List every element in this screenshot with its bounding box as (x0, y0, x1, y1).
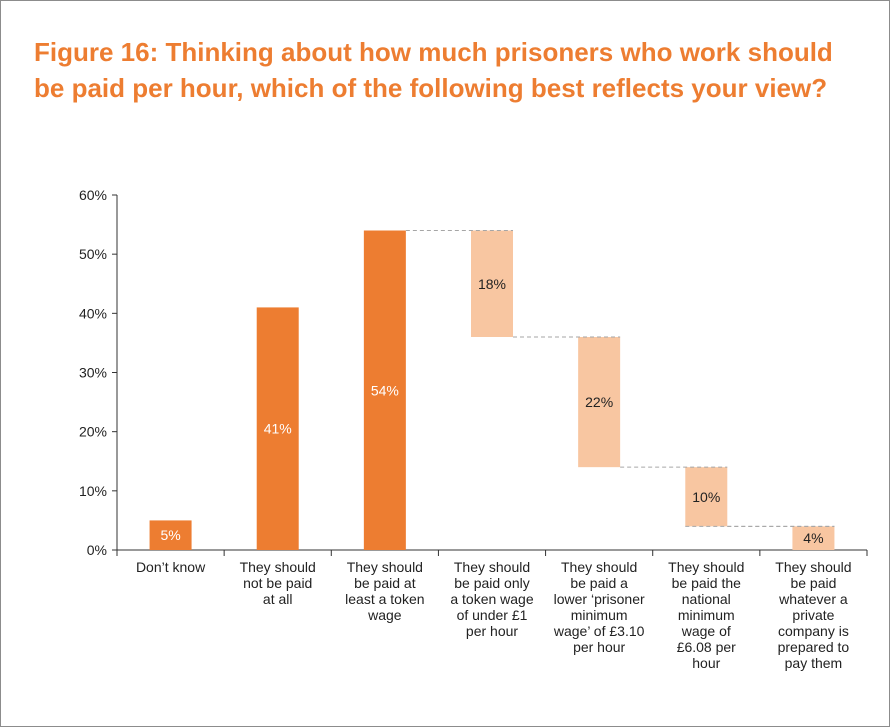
bar (578, 337, 621, 468)
bar (149, 520, 192, 550)
x-category-label: They should not be paid at all (240, 559, 316, 607)
y-tick-label: 30% (79, 365, 107, 381)
x-category-label: They should be paid whatever a private compa… (775, 559, 851, 671)
y-tick-label: 50% (79, 246, 107, 262)
y-tick-label: 10% (79, 483, 107, 499)
data-label: 4% (803, 530, 823, 546)
x-category-label: They should be paid the national minimum wag… (668, 559, 744, 671)
x-category-label: Don’t know (136, 559, 206, 575)
bar (471, 230, 513, 337)
data-label: 54% (371, 382, 399, 398)
data-label: 5% (160, 527, 180, 543)
data-label: 10% (692, 489, 720, 505)
bar (685, 467, 728, 527)
y-tick-label: 0% (87, 542, 107, 558)
y-tick-label: 20% (79, 424, 107, 440)
x-category-label: They should be paid at least a token wage (345, 559, 424, 623)
bar (256, 307, 299, 550)
chart-title: Figure 16: Thinking about how much priso… (34, 37, 833, 103)
x-category-label: They should be paid only a token wage of un… (450, 559, 533, 639)
data-label: 22% (585, 394, 613, 410)
x-category-label: They should be paid a lower ‘prisoner minim… (553, 559, 645, 655)
bar (363, 230, 406, 550)
y-tick-label: 40% (79, 305, 107, 321)
data-label: 41% (264, 421, 292, 437)
y-tick-label: 60% (79, 187, 107, 203)
bar (792, 526, 835, 550)
data-label: 18% (478, 276, 506, 292)
